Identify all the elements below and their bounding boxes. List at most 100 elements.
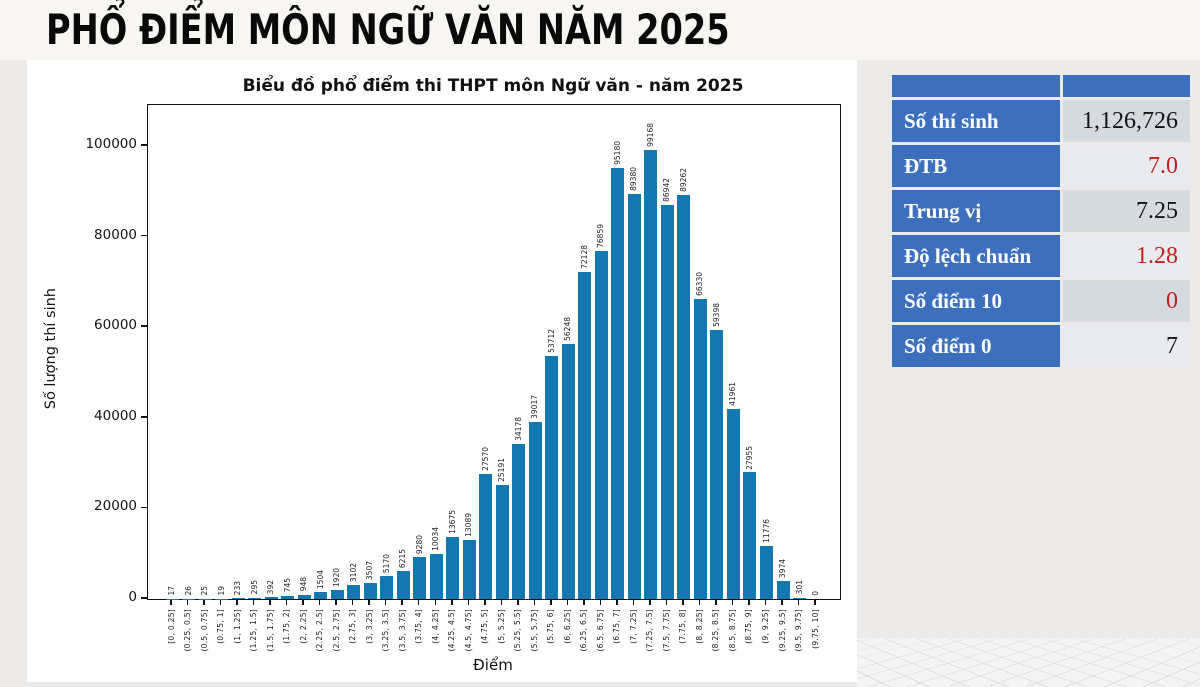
stats-label-cell: Trung vị: [892, 190, 1060, 232]
bar-value-label: 3974: [778, 558, 787, 578]
x-tick-label: (7.5, 7.75]: [661, 609, 671, 652]
bar: [644, 149, 658, 599]
x-tick-mark: [550, 600, 552, 605]
x-tick-mark: [814, 600, 816, 605]
stats-label-cell: Độ lệch chuẩn: [892, 235, 1060, 277]
x-tick-mark: [698, 600, 701, 605]
x-tick-mark: [748, 600, 750, 605]
x-tick-mark: [500, 600, 502, 605]
x-tick-mark: [517, 600, 519, 605]
y-tick-label: 40000: [94, 407, 137, 424]
bar: [429, 553, 443, 599]
x-axis-ticks: [0, 0.25] (0.25, 0.5] (0.5, 0.75] (0.75, 1]…: [147, 599, 839, 681]
x-tick-label: (6.75, 7]: [612, 609, 622, 644]
bar: [297, 594, 311, 599]
x-tick-label: (5.25, 5.5]: [513, 609, 523, 652]
x-tick-mark: [351, 600, 354, 605]
stats-value-cell: 7.0: [1063, 145, 1190, 187]
x-tick-mark: [599, 600, 602, 605]
floor-lattice-pattern: [857, 637, 1200, 687]
bar: [710, 329, 724, 599]
bar-value-label: 1920: [332, 568, 342, 588]
x-tick-mark: [533, 600, 535, 605]
bar: [578, 272, 592, 599]
x-tick-label: (1.25, 1.5]: [249, 609, 259, 652]
x-tick-mark: [401, 600, 403, 605]
bar-value-label: 13675: [447, 510, 457, 535]
x-tick-label: (8.25, 8.5]: [711, 609, 721, 652]
chart-title: Biểu đồ phổ điểm thi THPT môn Ngữ văn - …: [242, 76, 744, 96]
x-tick-mark: [781, 600, 783, 605]
x-tick-label: (7.25, 7.5]: [645, 609, 655, 652]
bar-value-label: 6215: [398, 548, 408, 568]
x-tick-label: (4.5, 4.75]: [463, 609, 473, 652]
bar-value-label: 301: [794, 580, 804, 595]
x-tick-mark: [368, 600, 370, 605]
bar: [330, 590, 344, 599]
x-tick-label: (3, 3.25]: [364, 609, 374, 644]
bar-value-label: 3507: [365, 561, 375, 581]
x-tick-label: (4.25, 4.5]: [447, 609, 457, 652]
bar: [347, 584, 361, 599]
x-tick-mark: [484, 600, 486, 605]
bar: [396, 570, 410, 599]
bar: [793, 597, 806, 599]
x-tick-mark: [583, 600, 585, 605]
bar-value-label: 95180: [612, 140, 622, 165]
x-tick-mark: [682, 600, 684, 605]
bar-value-label: 89262: [678, 167, 688, 192]
x-tick-label: (7, 7.25]: [628, 609, 638, 644]
bar-value-label: 66330: [695, 271, 705, 296]
bar: [413, 557, 427, 599]
bar-value-label: 10034: [431, 526, 441, 551]
x-tick-mark: [797, 600, 800, 605]
bar-value-label: 56248: [563, 317, 573, 342]
bar-value-label: 295: [249, 580, 259, 595]
y-tick-mark: [141, 416, 147, 418]
bar: [743, 472, 757, 599]
x-tick-mark: [384, 600, 387, 605]
stats-value-cell: 7: [1063, 325, 1190, 367]
bar: [528, 422, 542, 599]
bar: [627, 194, 641, 599]
y-tick-label: 60000: [94, 317, 137, 334]
stats-header-cell: [892, 75, 1060, 97]
bar-value-label: 13089: [464, 512, 474, 537]
x-tick-mark: [285, 600, 288, 605]
x-tick-mark: [236, 600, 238, 605]
bar: [380, 575, 394, 599]
bar: [594, 250, 608, 599]
bar-value-label: 59398: [711, 303, 721, 327]
bar-value-label: 745: [282, 578, 292, 593]
x-tick-mark: [649, 600, 651, 605]
y-tick-label: 100000: [85, 136, 137, 152]
bar-value-label: 3102: [348, 562, 358, 582]
bar: [479, 474, 493, 599]
bar-value-label: 0: [811, 591, 820, 596]
stats-value-cell: 1.28: [1063, 235, 1190, 277]
x-tick-label: (9, 9.25]: [761, 609, 770, 644]
stats-label-cell: Số điểm 10: [892, 280, 1060, 322]
bar-value-label: 17: [167, 586, 176, 596]
x-tick-mark: [269, 600, 271, 605]
bar: [776, 581, 790, 599]
y-tick-mark: [141, 325, 147, 327]
bar: [726, 408, 740, 599]
x-tick-label: (8, 8.25]: [694, 609, 704, 644]
x-tick-label: (2, 2.25]: [298, 609, 308, 644]
x-tick-label: (5.5, 5.75]: [529, 609, 539, 652]
bar: [611, 167, 625, 599]
bar: [561, 344, 575, 599]
bar-value-label: 76859: [596, 223, 606, 248]
y-tick-mark: [141, 597, 147, 599]
bar: [693, 298, 707, 599]
x-tick-label: (0.75, 1]: [216, 609, 225, 644]
bar-value-label: 41961: [728, 382, 738, 406]
bar-value-label: 25: [200, 586, 209, 596]
x-tick-mark: [566, 600, 569, 605]
bar-value-label: 39017: [530, 395, 540, 420]
x-tick-label: (9.25, 9.5]: [777, 609, 787, 652]
bar: [495, 484, 509, 599]
x-tick-mark: [665, 600, 668, 605]
